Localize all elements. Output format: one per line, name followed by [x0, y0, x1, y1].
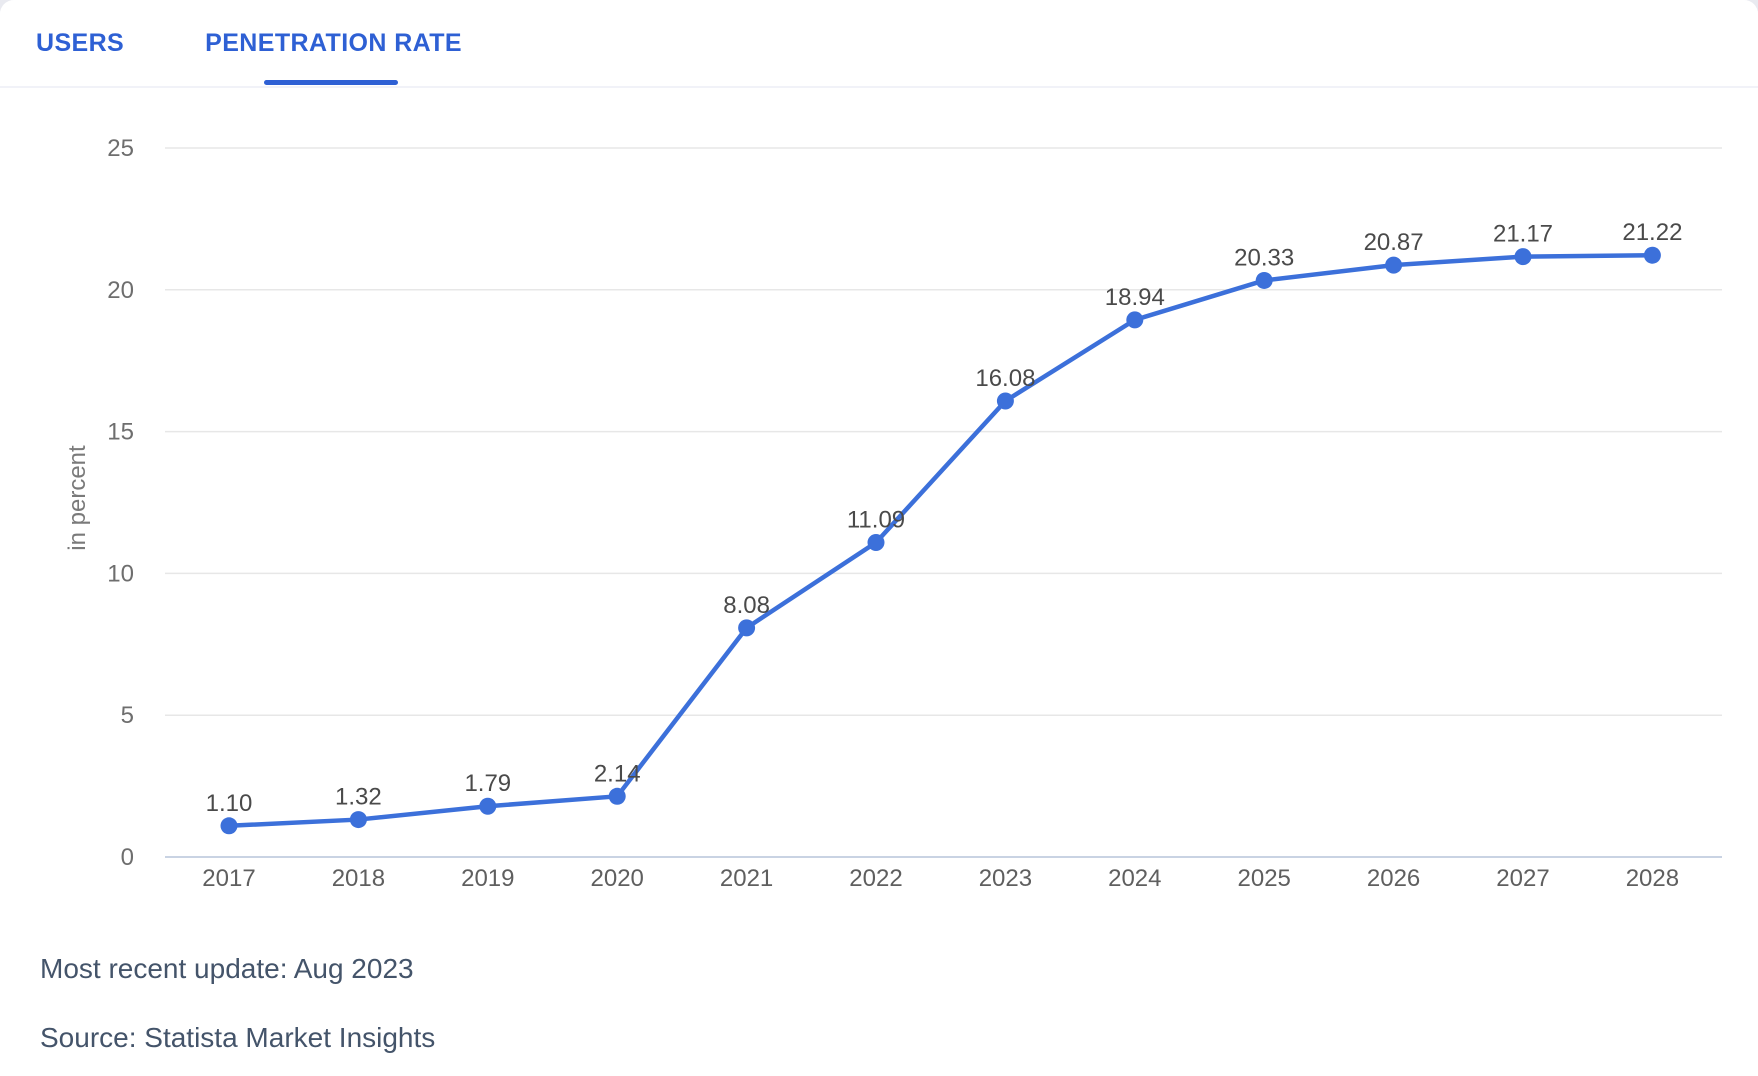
- data-point-label: 2.14: [594, 760, 641, 787]
- data-point[interactable]: [1643, 246, 1661, 264]
- y-tick-label: 5: [121, 702, 134, 729]
- data-point[interactable]: [349, 811, 367, 829]
- x-tick-label: 2021: [720, 865, 773, 892]
- most-recent-update-note: Most recent update: Aug 2023: [40, 953, 414, 984]
- x-axis-layer: 2017 2018 2019 2020 2021 2022 2023 2024 2025 2026…: [202, 865, 1679, 892]
- y-tick-label: 20: [107, 277, 134, 304]
- x-tick-label: 2019: [461, 865, 514, 892]
- data-point-label: 11.09: [847, 506, 905, 533]
- y-tick-label: 15: [107, 419, 134, 446]
- x-tick-label: 2026: [1367, 865, 1420, 892]
- series-layer: 1.10 1.32 1.79 2.14 8.08 11.09 16.08 18.94 20.33…: [206, 219, 1682, 835]
- x-tick-label: 2022: [849, 865, 902, 892]
- data-point[interactable]: [1126, 311, 1144, 329]
- tab-bar: USERS PENETRATION RATE: [0, 0, 1758, 88]
- data-point[interactable]: [1385, 256, 1403, 274]
- y-axis-label: in percent: [64, 445, 91, 551]
- x-tick-label: 2024: [1108, 865, 1161, 892]
- x-tick-label: 2017: [202, 865, 255, 892]
- data-point-label: 21.22: [1622, 219, 1682, 246]
- data-point[interactable]: [738, 619, 756, 637]
- active-tab-underline: [264, 80, 398, 85]
- data-point-label: 20.33: [1234, 244, 1294, 271]
- data-point-label: 1.79: [464, 770, 511, 797]
- data-point-label: 16.08: [975, 365, 1035, 392]
- tab-users[interactable]: USERS: [36, 28, 125, 57]
- data-point-label: 21.17: [1493, 221, 1553, 248]
- x-tick-label: 2020: [591, 865, 644, 892]
- data-point-label: 1.10: [206, 790, 253, 817]
- data-point-label: 20.87: [1364, 229, 1424, 256]
- y-tick-label: 10: [107, 560, 134, 587]
- data-point[interactable]: [220, 817, 238, 835]
- data-point[interactable]: [1514, 248, 1532, 266]
- data-point[interactable]: [608, 787, 626, 805]
- data-point[interactable]: [996, 392, 1014, 410]
- x-tick-label: 2023: [979, 865, 1032, 892]
- data-point[interactable]: [1255, 271, 1273, 289]
- data-point-label: 18.94: [1105, 284, 1165, 311]
- series-line: [226, 252, 1655, 829]
- grid-layer: 0 5 10 15 20 25: [107, 135, 1722, 871]
- data-point[interactable]: [867, 533, 885, 551]
- data-point-label: 1.32: [335, 784, 382, 811]
- tab-penetration-rate[interactable]: PENETRATION RATE: [205, 28, 463, 57]
- y-tick-label: 0: [121, 844, 134, 871]
- data-point-label: 8.08: [723, 592, 770, 619]
- x-tick-label: 2025: [1238, 865, 1291, 892]
- y-tick-label: 25: [107, 135, 134, 162]
- chart-footer: Most recent update: Aug 2023 Source: Sta…: [40, 951, 435, 1076]
- source-note: Source: Statista Market Insights: [40, 1022, 436, 1053]
- x-tick-label: 2027: [1496, 865, 1549, 892]
- x-tick-label: 2028: [1626, 865, 1679, 892]
- data-point[interactable]: [479, 797, 497, 815]
- x-tick-label: 2018: [332, 865, 385, 892]
